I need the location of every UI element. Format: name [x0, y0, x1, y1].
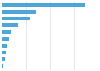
Bar: [2, 44, 7, 48]
Bar: [2, 64, 3, 68]
Bar: [2, 10, 36, 13]
Bar: [2, 30, 11, 34]
Bar: [2, 3, 85, 7]
Bar: [2, 37, 9, 41]
Bar: [2, 17, 30, 20]
Bar: [2, 23, 18, 27]
Bar: [2, 51, 6, 54]
Bar: [2, 58, 5, 61]
